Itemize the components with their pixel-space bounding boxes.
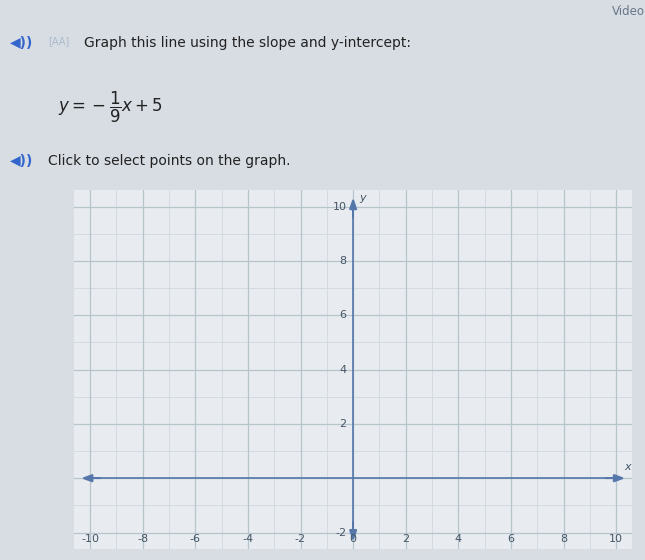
FancyArrow shape [350,200,357,217]
Text: ◀)): ◀)) [10,154,33,168]
FancyArrow shape [350,522,357,539]
Text: Click to select points on the graph.: Click to select points on the graph. [48,154,291,168]
Text: ◀)): ◀)) [10,36,33,50]
Text: y: y [359,193,366,203]
Text: -8: -8 [137,534,148,544]
Text: -2: -2 [335,528,346,538]
Text: 4: 4 [339,365,346,375]
Text: -10: -10 [81,534,99,544]
Text: 10: 10 [610,534,623,544]
Text: -6: -6 [190,534,201,544]
Text: -2: -2 [295,534,306,544]
FancyArrow shape [606,475,623,482]
Text: Graph this line using the slope and y-intercept:: Graph this line using the slope and y-in… [84,36,411,50]
Text: [AA]: [AA] [48,36,70,46]
Text: 2: 2 [402,534,410,544]
Text: 4: 4 [455,534,462,544]
Text: Video: Video [612,6,645,18]
Text: 8: 8 [339,256,346,266]
Text: -4: -4 [243,534,253,544]
Text: 6: 6 [339,310,346,320]
Text: x: x [624,462,631,472]
Text: 0: 0 [350,534,357,544]
Text: 6: 6 [508,534,515,544]
Text: 2: 2 [339,419,346,429]
Text: 8: 8 [560,534,567,544]
FancyArrow shape [83,475,101,482]
Text: $y = -\dfrac{1}{9}x + 5$: $y = -\dfrac{1}{9}x + 5$ [58,90,163,125]
Text: 10: 10 [333,202,346,212]
